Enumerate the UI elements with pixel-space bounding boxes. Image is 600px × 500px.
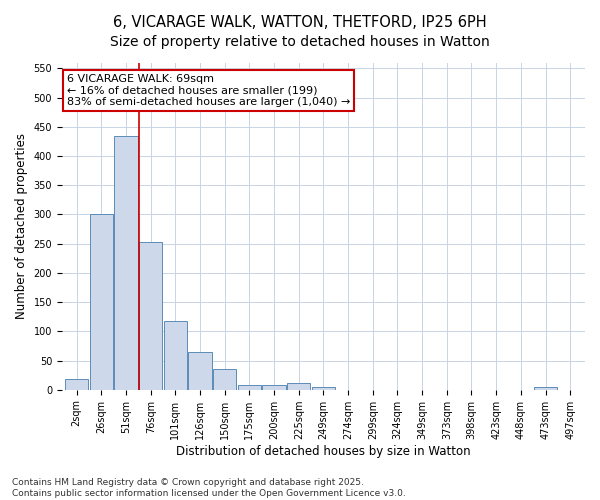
Bar (115, 136, 138, 390)
Bar (287, 384, 310, 390)
Bar (238, 385, 261, 390)
Bar (534, 388, 557, 390)
Bar (89, 214, 113, 390)
Bar (164, 322, 187, 390)
Bar (312, 388, 335, 390)
Y-axis label: Number of detached properties: Number of detached properties (15, 133, 28, 319)
Bar (139, 242, 163, 390)
Bar (262, 385, 286, 390)
Text: 6 VICARAGE WALK: 69sqm
← 16% of detached houses are smaller (199)
83% of semi-de: 6 VICARAGE WALK: 69sqm ← 16% of detached… (67, 74, 350, 107)
Text: Contains HM Land Registry data © Crown copyright and database right 2025.
Contai: Contains HM Land Registry data © Crown c… (12, 478, 406, 498)
Bar (65, 379, 88, 390)
Bar (188, 352, 212, 390)
Bar (213, 370, 236, 390)
Text: 6, VICARAGE WALK, WATTON, THETFORD, IP25 6PH: 6, VICARAGE WALK, WATTON, THETFORD, IP25… (113, 15, 487, 30)
Text: Size of property relative to detached houses in Watton: Size of property relative to detached ho… (110, 35, 490, 49)
X-axis label: Distribution of detached houses by size in Watton: Distribution of detached houses by size … (176, 444, 471, 458)
